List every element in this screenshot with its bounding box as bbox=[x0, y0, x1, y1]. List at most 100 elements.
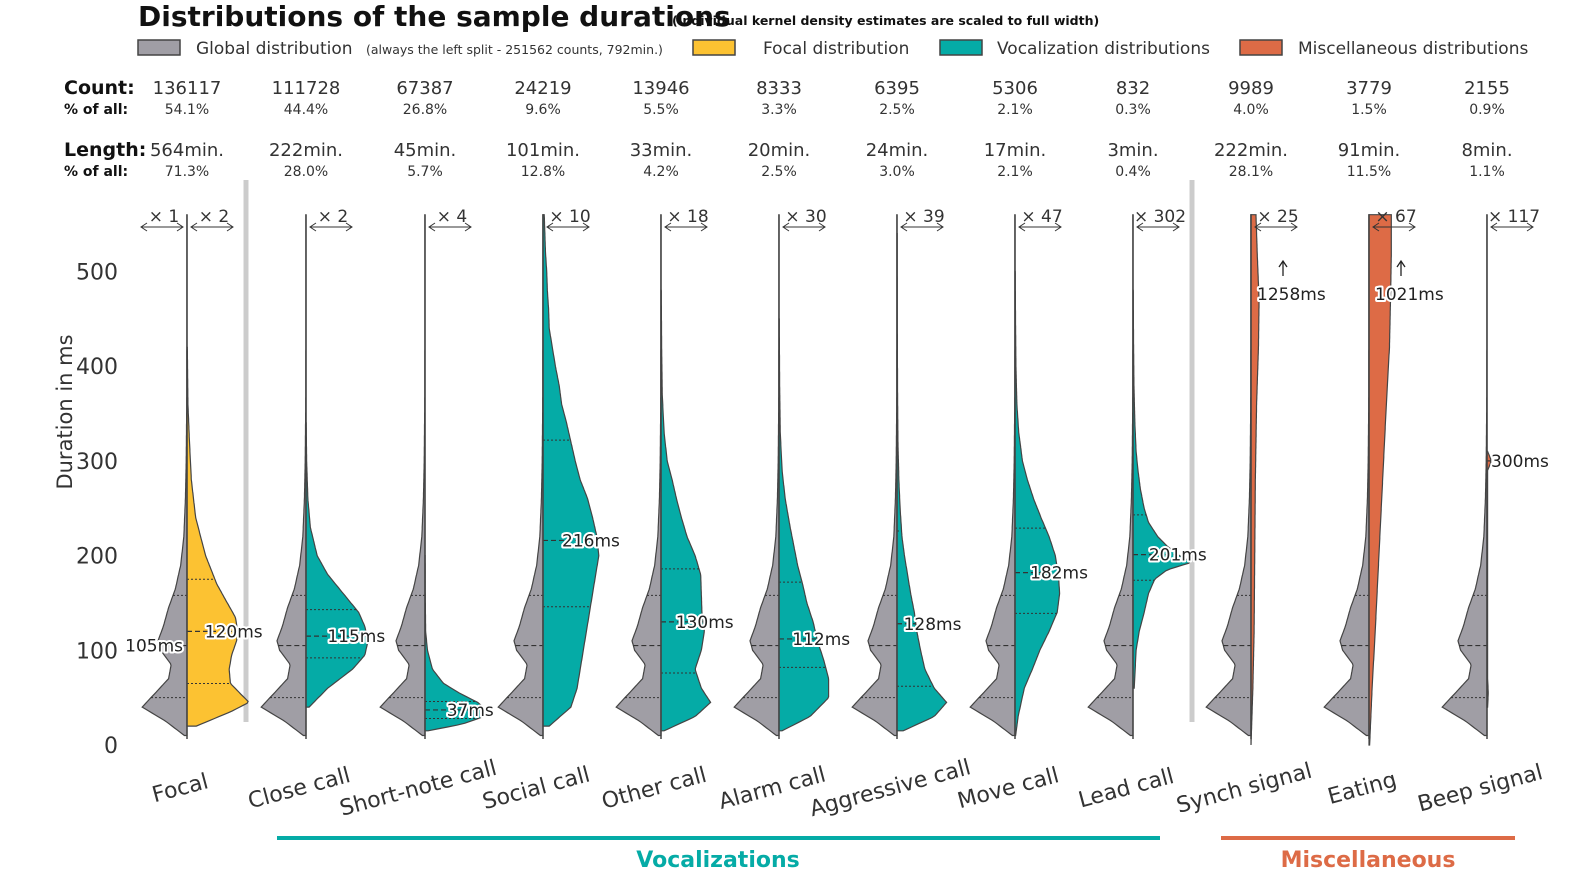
length-pct-value: 11.5% bbox=[1347, 164, 1391, 180]
category-label: Short-note call bbox=[337, 756, 499, 822]
y-tick-label: 300 bbox=[76, 450, 118, 475]
scale-arrow-head-left bbox=[664, 222, 672, 232]
violin-global-half bbox=[615, 214, 662, 737]
scale-factor-label: × 67 bbox=[1375, 207, 1416, 227]
median-value-label: 130ms bbox=[676, 613, 734, 633]
violin-move-call bbox=[969, 214, 1061, 739]
length-value: 8min. bbox=[1461, 140, 1512, 161]
violin-eating bbox=[1323, 214, 1392, 746]
legend-label-focal: Focal distribution bbox=[763, 39, 909, 59]
y-tick-label: 200 bbox=[76, 545, 118, 570]
length-pct-value: 28.1% bbox=[1229, 164, 1273, 180]
count-value: 67387 bbox=[396, 78, 453, 99]
count-pct-value: 0.9% bbox=[1469, 102, 1505, 118]
category-label: Synch signal bbox=[1174, 759, 1315, 819]
scale-arrow-head-right bbox=[1290, 222, 1298, 232]
group-separators bbox=[243, 180, 1195, 722]
violin-category-half bbox=[186, 346, 249, 727]
count-pct-value: 4.0% bbox=[1233, 102, 1269, 118]
scale-factor-label: × 117 bbox=[1488, 207, 1540, 227]
count-value: 6395 bbox=[874, 78, 920, 99]
length-pct-value: 5.7% bbox=[407, 164, 443, 180]
length-pct-value: 71.3% bbox=[165, 164, 209, 180]
scale-arrow-head-right bbox=[226, 222, 234, 232]
violin-category-half bbox=[778, 318, 830, 732]
median-value-label: 112ms bbox=[792, 630, 850, 650]
offscale-arrow-head bbox=[1278, 259, 1288, 268]
violin-short-note-call bbox=[379, 214, 488, 739]
legend-swatch-vocalization bbox=[939, 39, 983, 56]
count-value: 24219 bbox=[514, 78, 571, 99]
violin-global-half bbox=[1087, 214, 1134, 737]
violin-category-half bbox=[1132, 289, 1191, 689]
category-label: Focal bbox=[150, 769, 212, 808]
count-pct-value: 0.3% bbox=[1115, 102, 1151, 118]
length-pct-value: 1.1% bbox=[1469, 164, 1505, 180]
scale-arrow-head-left bbox=[428, 222, 436, 232]
scale-arrow-head-right bbox=[1526, 222, 1534, 232]
count-pct-value: 2.5% bbox=[879, 102, 915, 118]
scale-arrow-head-left bbox=[782, 222, 790, 232]
row-label-count: Count: bbox=[64, 77, 135, 99]
scale-arrow-head-right bbox=[700, 222, 708, 232]
y-tick-label: 0 bbox=[104, 734, 118, 759]
length-value: 222min. bbox=[269, 140, 343, 161]
scale-arrow-head-left bbox=[309, 222, 317, 232]
scale-arrow-head-right bbox=[936, 222, 944, 232]
group-label-misc: Miscellaneous bbox=[1281, 848, 1456, 873]
scale-arrow-head-right bbox=[818, 222, 826, 232]
scale-arrow-head-right bbox=[1408, 222, 1416, 232]
violin-global-half bbox=[969, 214, 1016, 737]
length-pct-value: 12.8% bbox=[521, 164, 565, 180]
median-value-label: 216ms bbox=[562, 531, 620, 551]
length-pct-value: 2.1% bbox=[997, 164, 1033, 180]
length-value: 91min. bbox=[1338, 140, 1401, 161]
scale-factor-label: × 2 bbox=[318, 207, 348, 227]
legend-note-global: (always the left split - 251562 counts, … bbox=[366, 42, 663, 57]
scale-arrow-head-right bbox=[176, 222, 184, 232]
y-axis-ticks: 0 100 200 300 400 500 bbox=[76, 261, 118, 760]
y-axis-title: Duration in ms bbox=[53, 334, 77, 489]
count-pct-value: 9.6% bbox=[525, 102, 561, 118]
violin-lead-call bbox=[1087, 214, 1191, 739]
violin-category-half bbox=[542, 214, 600, 727]
scale-factor-label: × 25 bbox=[1257, 207, 1298, 227]
length-value: 101min. bbox=[506, 140, 580, 161]
offscale-arrow-head bbox=[1396, 259, 1406, 268]
violin-alarm-call bbox=[733, 214, 830, 739]
scale-arrow-head-left bbox=[1490, 222, 1498, 232]
length-value: 24min. bbox=[866, 140, 929, 161]
length-value: 564min. bbox=[150, 140, 224, 161]
violin-global-half bbox=[1323, 214, 1370, 737]
scale-arrow-head-left bbox=[1136, 222, 1144, 232]
scale-arrow-head-left bbox=[1372, 222, 1380, 232]
median-value-label: 1258ms bbox=[1257, 285, 1326, 305]
length-pct-value: 3.0% bbox=[879, 164, 915, 180]
violin-synch-signal bbox=[1205, 214, 1260, 746]
count-pct-value: 54.1% bbox=[165, 102, 209, 118]
violin-global-half bbox=[260, 214, 307, 737]
violin-aggressive-call bbox=[851, 214, 948, 739]
violin-close-call bbox=[260, 214, 369, 739]
group-label-vocalizations: Vocalizations bbox=[636, 848, 800, 873]
violin-global-half bbox=[379, 214, 426, 737]
scale-arrow-head-right bbox=[1172, 222, 1180, 232]
median-value-label: 300ms bbox=[1491, 452, 1549, 472]
scale-arrow-head-right bbox=[582, 222, 590, 232]
scale-arrow-head-left bbox=[900, 222, 908, 232]
y-tick-label: 400 bbox=[76, 355, 118, 380]
violin-focal bbox=[141, 214, 249, 739]
legend-swatch-focal bbox=[692, 39, 736, 56]
count-value: 832 bbox=[1116, 78, 1150, 99]
scale-factor-label: × 39 bbox=[903, 207, 944, 227]
count-pct-value: 3.3% bbox=[761, 102, 797, 118]
violin-global-half bbox=[733, 214, 780, 737]
legend-swatch-global bbox=[137, 39, 181, 56]
y-tick-label: 100 bbox=[76, 639, 118, 664]
legend: Global distribution (always the left spl… bbox=[137, 39, 1528, 59]
violin-category-half bbox=[896, 233, 948, 732]
violin-global-half bbox=[1205, 214, 1252, 737]
violin-global-half bbox=[497, 214, 544, 737]
length-value: 222min. bbox=[1214, 140, 1288, 161]
